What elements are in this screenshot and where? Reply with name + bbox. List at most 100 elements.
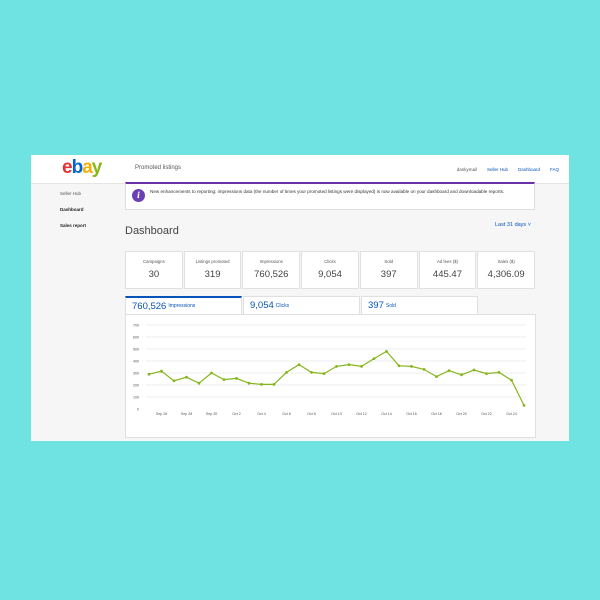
stat-sold: Sold 397 (359, 251, 418, 289)
stat-value: 30 (148, 269, 160, 280)
x-tick-label: Sep 28 (181, 412, 192, 416)
notice-banner: i New enhancements to reporting: impress… (125, 182, 535, 210)
data-point[interactable] (297, 363, 301, 366)
seller-hub-link[interactable]: Seller Hub (486, 167, 508, 172)
data-point[interactable] (185, 375, 188, 379)
faq-link[interactable]: FAQ (549, 167, 559, 172)
data-point[interactable] (510, 378, 513, 382)
sidebar-item-dashboard[interactable]: Dashboard (60, 207, 84, 212)
sidebar: Seller Hub Dashboard Sales report (60, 191, 140, 239)
x-tick-label: Oct 22 (481, 412, 492, 416)
data-point[interactable] (422, 368, 426, 371)
stat-label: Sales ($) (497, 259, 515, 264)
tab-label: Impressions (168, 303, 196, 309)
y-tick-label: 700 (133, 323, 139, 327)
x-tick-label: Oct 10 (331, 412, 342, 416)
data-point[interactable] (210, 371, 213, 375)
data-point[interactable] (272, 383, 276, 386)
data-point[interactable] (310, 371, 313, 374)
y-tick-label: 300 (133, 371, 139, 375)
x-tick-label: Oct 8 (307, 412, 316, 416)
data-point[interactable] (222, 378, 226, 381)
tab-value: 397 (368, 300, 384, 311)
logo-letter-a: a (82, 157, 93, 178)
data-point[interactable] (322, 372, 326, 375)
data-point[interactable] (172, 379, 176, 383)
data-point[interactable] (285, 371, 288, 374)
x-tick-label: Sep 30 (206, 412, 217, 416)
stat-label: Ad fees ($) (436, 259, 458, 264)
data-point[interactable] (247, 381, 251, 385)
tab-sold[interactable]: 397 Sold (361, 296, 478, 314)
tab-value: 9,054 (250, 300, 274, 311)
ebay-logo[interactable]: ebay (62, 157, 103, 179)
app-window: ebay Promoted listings dankymail Seller … (31, 155, 569, 441)
data-point[interactable] (397, 364, 401, 368)
data-point[interactable] (447, 369, 451, 372)
x-tick-label: Oct 16 (406, 412, 417, 416)
impressions-chart: 0 100 200 300 400 500 600 700 Sep 26 Sep 28 Sep 30… (125, 314, 536, 438)
y-tick-label: 0 (137, 407, 139, 411)
sidebar-item-sales-report[interactable]: Sales report (60, 223, 87, 228)
x-tick-label: Oct 4 (257, 412, 266, 416)
stat-listings-promoted: Listings promoted 319 (183, 251, 242, 289)
stat-value: 9,054 (318, 269, 342, 280)
data-point[interactable] (410, 365, 413, 368)
stat-label: Campaigns (142, 259, 165, 264)
stat-label: Impressions (259, 259, 283, 264)
x-tick-label: Sep 26 (156, 412, 167, 416)
stat-value: 319 (204, 269, 221, 280)
date-range-dropdown[interactable]: Last 31 days ˅ (495, 222, 531, 228)
logo-letter-b: b (71, 157, 84, 178)
data-point[interactable] (522, 404, 526, 407)
y-tick-label: 600 (133, 335, 139, 339)
data-point[interactable] (497, 371, 501, 374)
x-tick-label: Oct 2 (232, 412, 241, 416)
page-title: Dashboard (125, 225, 179, 237)
stat-value: 397 (380, 269, 397, 280)
data-point[interactable] (385, 350, 388, 353)
x-tick-label: Oct 18 (431, 412, 442, 416)
dashboard-link[interactable]: Dashboard (517, 167, 540, 172)
data-point[interactable] (335, 365, 338, 368)
logo-letter-e: e (62, 157, 73, 178)
data-point[interactable] (435, 375, 438, 378)
stat-value: 760,526 (254, 269, 289, 280)
data-point[interactable] (472, 368, 476, 372)
tab-clicks[interactable]: 9,054 Clicks (243, 296, 360, 314)
stat-value: 4,306.09 (487, 269, 525, 280)
tab-value: 760,526 (132, 300, 167, 312)
data-point[interactable] (160, 369, 163, 373)
data-point[interactable] (197, 381, 201, 385)
data-point[interactable] (147, 372, 151, 376)
stat-campaigns: Campaigns 30 (125, 251, 183, 289)
top-bar: ebay Promoted listings dankymail Seller … (31, 155, 569, 184)
data-point[interactable] (347, 363, 351, 366)
stats-row: Campaigns 30 Listings promoted 319 Impre… (125, 251, 536, 289)
y-tick-label: 400 (133, 359, 139, 363)
product-name: Promoted listings (135, 165, 182, 171)
sidebar-item-seller-hub[interactable]: Seller Hub (60, 191, 82, 196)
stat-ad-fees: Ad fees ($) 445.47 (418, 251, 477, 289)
stat-sales: Sales ($) 4,306.09 (477, 251, 536, 289)
user-name-link[interactable]: dankymail (456, 167, 477, 172)
x-tick-label: Oct 12 (356, 412, 367, 416)
data-point[interactable] (260, 383, 263, 386)
line-chart: 0 100 200 300 400 500 600 700 Sep 26 Sep 28 Sep 30… (133, 323, 526, 416)
stat-label: Listings promoted (195, 259, 230, 264)
data-point[interactable] (235, 377, 238, 380)
logo-letter-y: y (91, 157, 103, 178)
data-point[interactable] (372, 357, 376, 360)
y-tick-label: 100 (133, 395, 139, 399)
info-icon: i (132, 189, 145, 202)
data-point[interactable] (460, 373, 463, 377)
tab-label: Sold (385, 302, 396, 309)
y-tick-label: 200 (133, 383, 139, 387)
tab-label: Clicks (275, 302, 290, 309)
stat-clicks: Clicks 9,054 (301, 251, 359, 289)
tab-impressions[interactable]: 760,526 Impressions (125, 296, 242, 314)
notice-text: New enhancements to reporting: impressio… (150, 189, 505, 194)
x-tick-label: Oct 24 (506, 412, 517, 416)
data-point[interactable] (485, 372, 488, 375)
data-point[interactable] (360, 365, 363, 368)
